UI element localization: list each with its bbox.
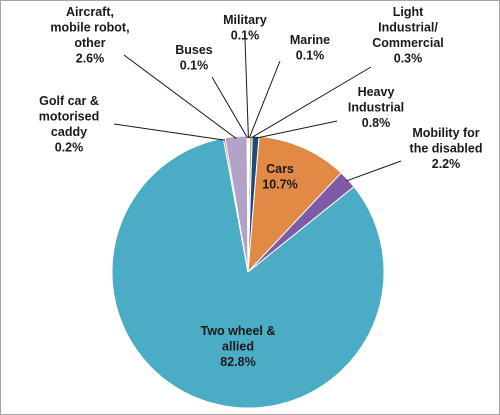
- slice-value: 2.6%: [76, 52, 105, 66]
- slice-name: Mobility for: [412, 126, 479, 140]
- slice-name: mobile robot,: [50, 21, 129, 35]
- slice-value: 82.8%: [220, 355, 255, 369]
- slice-name: caddy: [51, 125, 87, 139]
- slice-value: 0.1%: [231, 29, 260, 43]
- leader-line: [346, 160, 402, 182]
- leader-line: [244, 38, 249, 139]
- slice-label: Two wheel & allied 82.8%: [201, 324, 276, 369]
- slice-name: Military: [223, 13, 267, 27]
- slice-label: Military 0.1%: [223, 13, 267, 43]
- slice-label: Aircraft, mobile robot, other 2.6%: [50, 5, 129, 66]
- slice-value: 0.3%: [394, 52, 423, 66]
- slice-name: Golf car &: [39, 94, 99, 108]
- leader-line: [113, 123, 225, 141]
- slice-label: Light Industrial/Commercial 0.3%: [372, 5, 444, 66]
- slice-name: Heavy: [358, 85, 395, 99]
- slice-label: Buses 0.1%: [175, 43, 213, 73]
- slice-value: 0.1%: [180, 59, 209, 73]
- slice-name: Marine: [290, 33, 330, 47]
- slice-name: Aircraft,: [66, 5, 114, 19]
- slice-name: Buses: [175, 43, 213, 57]
- slice-value: 0.8%: [362, 116, 391, 130]
- slice-name: Cars: [266, 162, 294, 176]
- slice-value: 10.7%: [262, 178, 297, 192]
- slice-name: Commercial: [372, 36, 444, 50]
- slice-name: Two wheel &: [201, 324, 276, 338]
- slice-value: 0.2%: [55, 141, 84, 155]
- slice-name: the disabled: [410, 142, 483, 156]
- slice-label: Marine 0.1%: [290, 33, 330, 63]
- leader-line: [123, 54, 237, 139]
- slice-label: Mobility for the disabled 2.2%: [410, 126, 483, 171]
- slice-name: Light: [393, 5, 424, 19]
- slice-label: Heavy Industrial 0.8%: [348, 85, 404, 130]
- slice-name: allied: [222, 340, 254, 354]
- leader-line: [248, 60, 281, 139]
- slice-label: Cars 10.7%: [262, 162, 297, 192]
- slice-name: Industrial: [348, 101, 404, 115]
- slice-value: 2.2%: [432, 157, 461, 171]
- leader-line: [250, 66, 372, 139]
- slice-name: motorised: [39, 110, 99, 124]
- leader-line: [211, 76, 249, 139]
- leader-line: [255, 120, 338, 139]
- pie-slice: [111, 137, 385, 409]
- slice-label: Golf car & motorised caddy 0.2%: [39, 94, 99, 155]
- slice-name: other: [74, 36, 105, 50]
- slice-value: 0.1%: [296, 49, 325, 63]
- slice-name: Industrial/: [378, 21, 438, 35]
